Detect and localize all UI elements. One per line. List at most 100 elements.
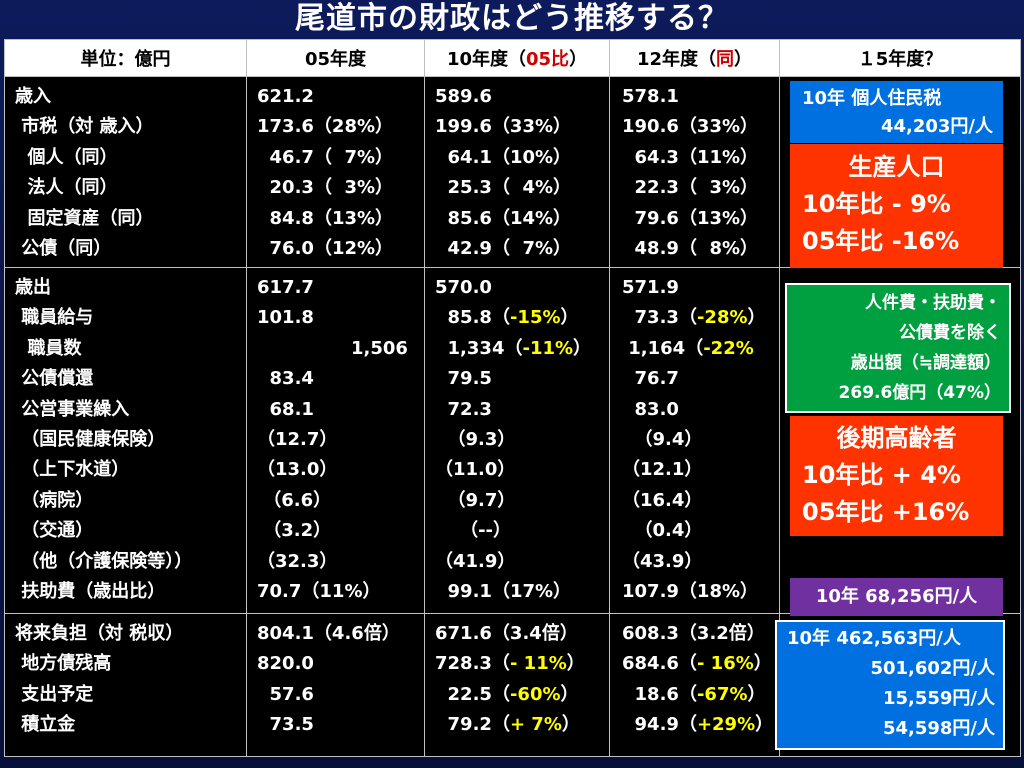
- table-cell: 84.8（13%）: [257, 207, 394, 229]
- table-cell: 42.9（ 7%）: [435, 237, 572, 259]
- table-cell: 72.3: [435, 398, 492, 420]
- change-highlight: - 16%: [696, 653, 754, 675]
- table-cell: 1,506: [257, 337, 408, 359]
- table-cell: 101.8: [257, 307, 314, 329]
- table-cell: 85.6（14%）: [435, 207, 572, 229]
- change-highlight: - 11%: [509, 653, 567, 675]
- callout-procurement: 人件費・扶助費・ 公債費を除く 歳出額（≒調達額） 269.6億円（47%）: [785, 283, 1011, 413]
- table-cell: 671.6（3.4倍）: [435, 623, 578, 644]
- table-cell: （国民健康保険）: [15, 428, 166, 450]
- header-15: １5年度？: [779, 39, 1021, 77]
- callout-welfare: 10年 68,256円/人: [790, 578, 1003, 616]
- table-cell: 73.5: [257, 714, 314, 736]
- table-cell: （9.4）: [622, 428, 703, 450]
- expenditure-12: 571.9 73.3（-28%） 1,164（-22% 76.7 83.0 （9…: [609, 267, 780, 614]
- table-cell: 支出予定: [15, 683, 94, 705]
- table-cell: （3.2）: [257, 520, 332, 542]
- table-cell: （上下水道）: [15, 459, 130, 481]
- revenue-10: 589.6 199.6（33%） 64.1（10%） 25.3（ 4%） 85.6…: [424, 76, 610, 268]
- table-cell: 46.7（ 7%）: [257, 146, 394, 168]
- table-cell: （11.0）: [435, 459, 516, 481]
- table-cell: 22.5（-60%）: [435, 683, 579, 705]
- table-cell: 79.6（13%）: [622, 207, 759, 229]
- table-cell: 1,334（-11%）: [435, 337, 592, 359]
- table-cell: 99.1（17%）: [435, 580, 572, 602]
- change-highlight: -15%: [509, 307, 561, 329]
- table-cell: 法人（同）: [15, 177, 118, 199]
- table-cell: 公債償還: [15, 368, 94, 390]
- table-header-row: 単位：億円 05年度 10年度（05比） 12年度（同） １5年度？: [4, 39, 1021, 77]
- table-cell: 621.2: [257, 86, 314, 107]
- table-cell: 107.9（18%）: [622, 580, 759, 602]
- change-highlight: -11%: [522, 337, 574, 359]
- table-cell: 固定資産（同）: [15, 207, 154, 229]
- table-cell: 820.0: [257, 653, 314, 675]
- change-highlight: + 7%: [509, 714, 562, 736]
- table-cell: 公営事業繰入: [15, 398, 130, 420]
- table-cell: （41.9）: [435, 550, 516, 572]
- table-cell: 608.3（3.2倍）: [622, 623, 765, 644]
- table-cell: 79.2（+ 7%）: [435, 714, 580, 736]
- table-cell: 728.3（- 11%）: [435, 653, 585, 675]
- table-cell: 職員給与: [15, 307, 94, 329]
- table-cell: 個人（同）: [15, 146, 118, 168]
- revenue-labels: 歳入 市税（対 歳入） 個人（同） 法人（同） 固定資産（同） 公債（同）: [4, 76, 247, 268]
- table-cell: 68.1: [257, 398, 314, 420]
- revenue-05: 621.2 173.6（28%） 46.7（ 7%） 20.3（ 3%） 84.8…: [246, 76, 425, 268]
- table-cell: 804.1（4.6倍）: [257, 623, 400, 644]
- table-cell: 570.0: [435, 277, 492, 298]
- table-cell: （他（介護保険等））: [15, 550, 193, 572]
- table-cell: 173.6（28%）: [257, 116, 394, 138]
- table-cell: 70.7（11%）: [257, 580, 381, 602]
- table-cell: 76.0（12%）: [257, 237, 394, 259]
- revenue-12: 578.1 190.6（33%） 64.3（11%） 22.3（ 3%） 79.6…: [609, 76, 780, 268]
- table-cell: 589.6: [435, 86, 492, 107]
- table-cell: 73.3（-28%）: [622, 307, 766, 329]
- table-cell: 1,164（-22%: [622, 337, 754, 359]
- table-cell: （16.4）: [622, 489, 703, 511]
- header-12: 12年度（同）: [609, 39, 780, 77]
- callout-working-population: 生産人口 10年比 - 9% 05年比 -16%: [790, 144, 1003, 268]
- table-cell: 18.6（-67%）: [622, 683, 766, 705]
- table-cell: （12.7）: [257, 428, 338, 450]
- table-cell: 684.6（- 16%）: [622, 653, 772, 675]
- table-cell: 83.4: [257, 368, 314, 390]
- table-cell: 617.7: [257, 277, 314, 298]
- table-cell: （9.7）: [435, 489, 516, 511]
- change-highlight: -22%: [703, 337, 754, 359]
- table-cell: 48.9（ 8%）: [622, 237, 759, 259]
- change-highlight: -60%: [509, 683, 561, 705]
- future-05: 804.1（4.6倍） 820.0 57.6 73.5: [246, 613, 425, 757]
- table-cell: 25.3（ 4%）: [435, 177, 572, 199]
- table-cell: （0.4）: [622, 520, 703, 542]
- header-05: 05年度: [246, 39, 425, 77]
- table-cell: 57.6: [257, 683, 314, 705]
- expenditure-10: 570.0 85.8（-15%） 1,334（-11%） 79.5 72.3 （…: [424, 267, 610, 614]
- table-cell: （交通）: [15, 520, 94, 542]
- table-cell: （13.0）: [257, 459, 338, 481]
- table-cell: 199.6（33%）: [435, 116, 572, 138]
- expenditure-05: 617.7 101.8 1,506 83.4 68.1 （12.7） （13.0） （…: [246, 267, 425, 614]
- table-cell: 歳入: [15, 86, 51, 107]
- table-cell: 公債（同）: [15, 237, 112, 259]
- future-10: 671.6（3.4倍） 728.3（- 11%） 22.5（-60%） 79.2（…: [424, 613, 610, 757]
- change-highlight: -28%: [696, 307, 748, 329]
- callout-per-person: 10年 462,563円/人 501,602円/人 15,559円/人 54,5…: [775, 620, 1005, 750]
- table-cell: 歳出: [15, 277, 51, 298]
- table-cell: 571.9: [622, 277, 679, 298]
- table-cell: 76.7: [622, 368, 679, 390]
- callout-resident-tax: 10年 個人住民税 44,203円/人: [790, 81, 1003, 143]
- table-cell: 83.0: [622, 398, 679, 420]
- table-cell: （9.3）: [435, 428, 516, 450]
- table-cell: （43.9）: [622, 550, 703, 572]
- header-unit: 単位：億円: [4, 39, 247, 77]
- table-cell: （病院）: [15, 489, 94, 511]
- future-labels: 将来負担（対 税収） 地方債残高 支出予定 積立金: [4, 613, 247, 757]
- table-cell: 190.6（33%）: [622, 116, 759, 138]
- change-highlight: -67%: [696, 683, 748, 705]
- table-cell: 79.5: [435, 368, 492, 390]
- change-highlight: +29%: [696, 714, 756, 736]
- header-10: 10年度（05比）: [424, 39, 610, 77]
- table-cell: 64.3（11%）: [622, 146, 759, 168]
- table-cell: 20.3（ 3%）: [257, 177, 394, 199]
